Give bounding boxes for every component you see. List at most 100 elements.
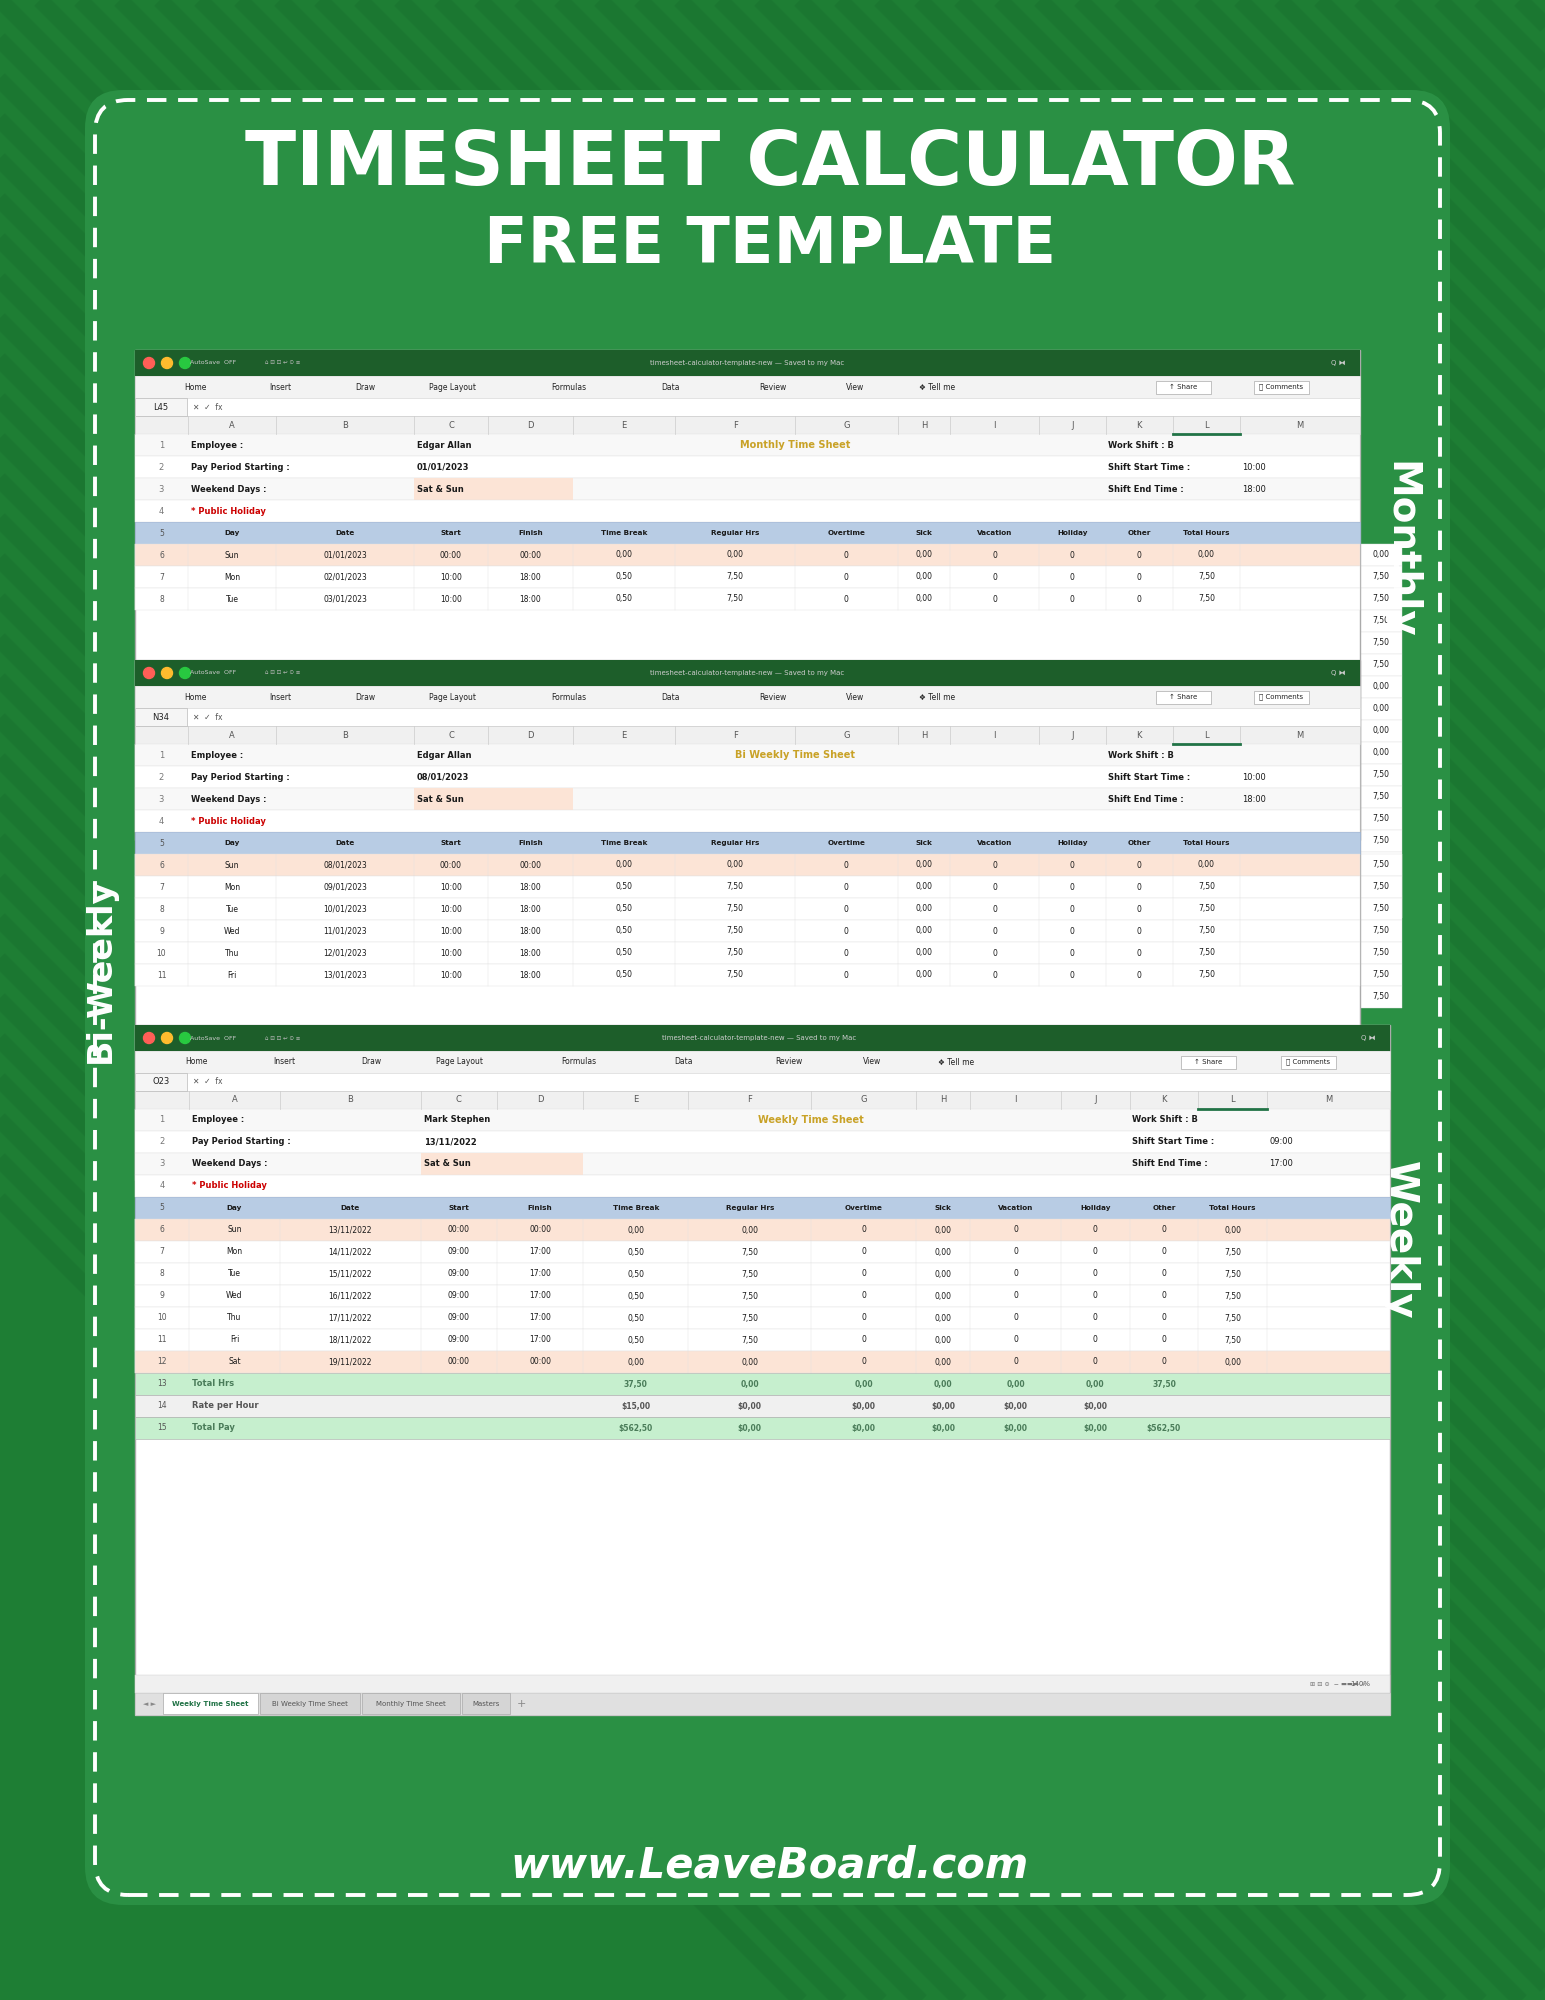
Text: Regular Hrs: Regular Hrs [711, 530, 759, 536]
Text: 10:00: 10:00 [440, 926, 462, 936]
Text: Q ⧓: Q ⧓ [1332, 670, 1346, 676]
Text: 7,50: 7,50 [1372, 948, 1389, 958]
Text: 00:00: 00:00 [448, 1358, 470, 1366]
Text: 7: 7 [159, 1248, 165, 1256]
Text: 0,00: 0,00 [726, 860, 743, 870]
Text: A: A [229, 730, 235, 740]
Text: 0: 0 [861, 1314, 867, 1322]
Text: ✕  ✓  fx: ✕ ✓ fx [193, 712, 222, 722]
Text: Weekly Time Sheet: Weekly Time Sheet [759, 1116, 864, 1124]
Text: 4: 4 [159, 506, 164, 516]
Text: 15/11/2022: 15/11/2022 [329, 1270, 372, 1278]
Text: 3: 3 [159, 484, 164, 494]
Text: 00:00: 00:00 [448, 1226, 470, 1234]
Text: Date: Date [335, 840, 355, 846]
Text: Data: Data [661, 692, 680, 702]
Text: 0,00: 0,00 [1197, 550, 1214, 560]
Text: Weekly Time Sheet: Weekly Time Sheet [171, 1700, 249, 1708]
Bar [134, 522, 1360, 544]
Text: E: E [621, 730, 627, 740]
Text: 0: 0 [992, 904, 997, 914]
Bar [134, 1132, 1390, 1152]
Bar [134, 964, 1360, 986]
Text: 0: 0 [844, 970, 848, 980]
Text: 0,00: 0,00 [916, 926, 933, 936]
Text: 17:00: 17:00 [528, 1336, 552, 1344]
Text: 7,50: 7,50 [1372, 594, 1389, 604]
Text: $562,50: $562,50 [1146, 1424, 1180, 1432]
Text: Vacation: Vacation [976, 840, 1012, 846]
Text: 3: 3 [159, 1160, 165, 1168]
Text: 0,00: 0,00 [726, 550, 743, 560]
Circle shape [144, 668, 154, 678]
Text: Pay Period Starting :: Pay Period Starting : [192, 1138, 290, 1146]
Text: 18:00: 18:00 [1242, 484, 1265, 494]
Bar [1360, 786, 1401, 808]
Text: ↑ Share: ↑ Share [1194, 1060, 1222, 1064]
Text: View: View [845, 692, 864, 702]
Text: ◄ ►: ◄ ► [144, 1700, 156, 1708]
Text: Sun: Sun [226, 550, 239, 560]
Text: M: M [1296, 730, 1304, 740]
Text: Total Hrs: Total Hrs [192, 1380, 235, 1388]
Text: 0: 0 [1069, 882, 1075, 892]
Text: 💬 Comments: 💬 Comments [1287, 1058, 1330, 1066]
Text: 0: 0 [1014, 1226, 1018, 1234]
Bar [134, 1072, 1390, 1092]
Text: 13/01/2023: 13/01/2023 [323, 970, 366, 980]
Text: 18:00: 18:00 [519, 948, 541, 958]
Text: Work Shift : B: Work Shift : B [1108, 750, 1174, 760]
Text: Formulas: Formulas [552, 382, 587, 392]
Text: ✕  ✓  fx: ✕ ✓ fx [193, 1078, 222, 1086]
Bar [134, 350, 1360, 840]
Text: ✕  ✓  fx: ✕ ✓ fx [193, 402, 222, 412]
Bar [134, 942, 1360, 964]
Text: 00:00: 00:00 [519, 860, 541, 870]
Text: Home: Home [184, 692, 207, 702]
Text: Insert: Insert [270, 692, 292, 702]
Text: Edgar Allan: Edgar Allan [417, 440, 471, 450]
Text: Start: Start [448, 1204, 470, 1210]
Text: 7,50: 7,50 [726, 970, 743, 980]
Text: AutoSave  OFF: AutoSave OFF [190, 360, 236, 366]
Text: Sick: Sick [916, 840, 933, 846]
Text: 7,50: 7,50 [1197, 926, 1214, 936]
Text: 2: 2 [159, 1138, 165, 1146]
Bar [134, 478, 1360, 500]
Text: 0: 0 [1137, 594, 1142, 604]
Text: 0: 0 [1137, 550, 1142, 560]
Text: 0: 0 [1137, 860, 1142, 870]
Text: 0,00: 0,00 [615, 860, 632, 870]
Text: 0: 0 [1162, 1226, 1166, 1234]
Text: 7,50: 7,50 [1372, 992, 1389, 1002]
Bar [1360, 986, 1401, 1008]
Text: 0: 0 [1092, 1226, 1097, 1234]
Bar [134, 1286, 1390, 1308]
Text: 0: 0 [1162, 1314, 1166, 1322]
Text: 7,50: 7,50 [1372, 770, 1389, 780]
Bar [1360, 698, 1401, 720]
Text: Formulas: Formulas [562, 1058, 596, 1066]
Text: 9: 9 [159, 1292, 165, 1300]
Text: 0: 0 [1162, 1358, 1166, 1366]
Text: 00:00: 00:00 [440, 860, 462, 870]
Bar [134, 456, 1360, 478]
Text: K: K [1137, 420, 1142, 430]
Text: $0,00: $0,00 [739, 1402, 762, 1410]
Text: 0: 0 [992, 860, 997, 870]
Bar [362, 1692, 460, 1714]
Text: 7,50: 7,50 [1197, 970, 1214, 980]
Text: 10: 10 [156, 948, 167, 958]
Bar [260, 1692, 360, 1714]
Text: 09:00: 09:00 [448, 1336, 470, 1344]
Text: timesheet-calculator-template-new — Saved to my Mac: timesheet-calculator-template-new — Save… [649, 670, 844, 676]
Text: Time Break: Time Break [601, 530, 647, 536]
Circle shape [179, 668, 190, 678]
Text: 0: 0 [1014, 1336, 1018, 1344]
Text: Finish: Finish [518, 840, 542, 846]
Text: 7,50: 7,50 [726, 904, 743, 914]
Text: Shift Start Time :: Shift Start Time : [1108, 462, 1190, 472]
Text: Holiday: Holiday [1057, 530, 1088, 536]
Bar [134, 1264, 1390, 1286]
Bar [134, 920, 1360, 942]
